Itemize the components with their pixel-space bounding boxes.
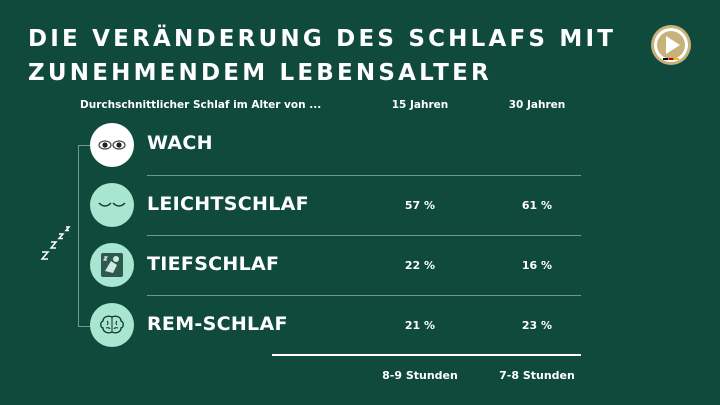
row-rem-schlaf-label: REM-SCHLAF xyxy=(147,313,288,335)
row-leichtschlaf-icon-circle xyxy=(90,183,134,227)
header-label: Durchschnittlicher Schlaf im Alter von .… xyxy=(80,99,322,111)
row-tiefschlaf-icon-circle xyxy=(90,243,134,287)
row-divider xyxy=(147,175,581,176)
eyes-closed-icon xyxy=(98,202,126,207)
rem-schlaf-30-jahren-value: 23 % xyxy=(521,319,553,332)
total-divider xyxy=(272,354,581,356)
row-wach-icon-circle xyxy=(90,123,134,167)
row-divider xyxy=(147,295,581,296)
row-divider xyxy=(147,235,581,236)
sleep-bracket xyxy=(78,145,92,327)
leichtschlaf-30-jahren-value: 61 % xyxy=(521,199,553,212)
dfb-logo-icon xyxy=(651,25,691,65)
zzz-sleep-icon xyxy=(40,226,71,260)
sleeping-person-icon xyxy=(101,253,123,277)
row-wach-label: WACH xyxy=(147,132,213,154)
header-col-30-jahren: 30 Jahren xyxy=(508,99,566,111)
rem-schlaf-15-jahren-value: 21 % xyxy=(404,319,436,332)
leichtschlaf-15-jahren-value: 57 % xyxy=(404,199,436,212)
eyes-open-icon xyxy=(98,140,126,150)
row-rem-schlaf-icon-circle xyxy=(90,303,134,347)
row-tiefschlaf-label: TIEFSCHLAF xyxy=(147,253,280,275)
tiefschlaf-30-jahren-value: 16 % xyxy=(521,259,553,272)
title-line-1: DIE VERÄNDERUNG DES SCHLAFS MIT xyxy=(28,26,617,52)
title-line-2: ZUNEHMENDEM LEBENSALTER xyxy=(28,60,492,86)
brain-icon xyxy=(100,315,124,334)
row-leichtschlaf-label: LEICHTSCHLAF xyxy=(147,193,309,215)
tiefschlaf-15-jahren-value: 22 % xyxy=(404,259,436,272)
total-15-jahren-value: 8-9 Stunden xyxy=(382,369,458,382)
total-30-jahren-value: 7-8 Stunden xyxy=(499,369,575,382)
header-col-15-jahren: 15 Jahren xyxy=(391,99,449,111)
page-title: DIE VERÄNDERUNG DES SCHLAFS MIT ZUNEHMEN… xyxy=(28,22,616,90)
